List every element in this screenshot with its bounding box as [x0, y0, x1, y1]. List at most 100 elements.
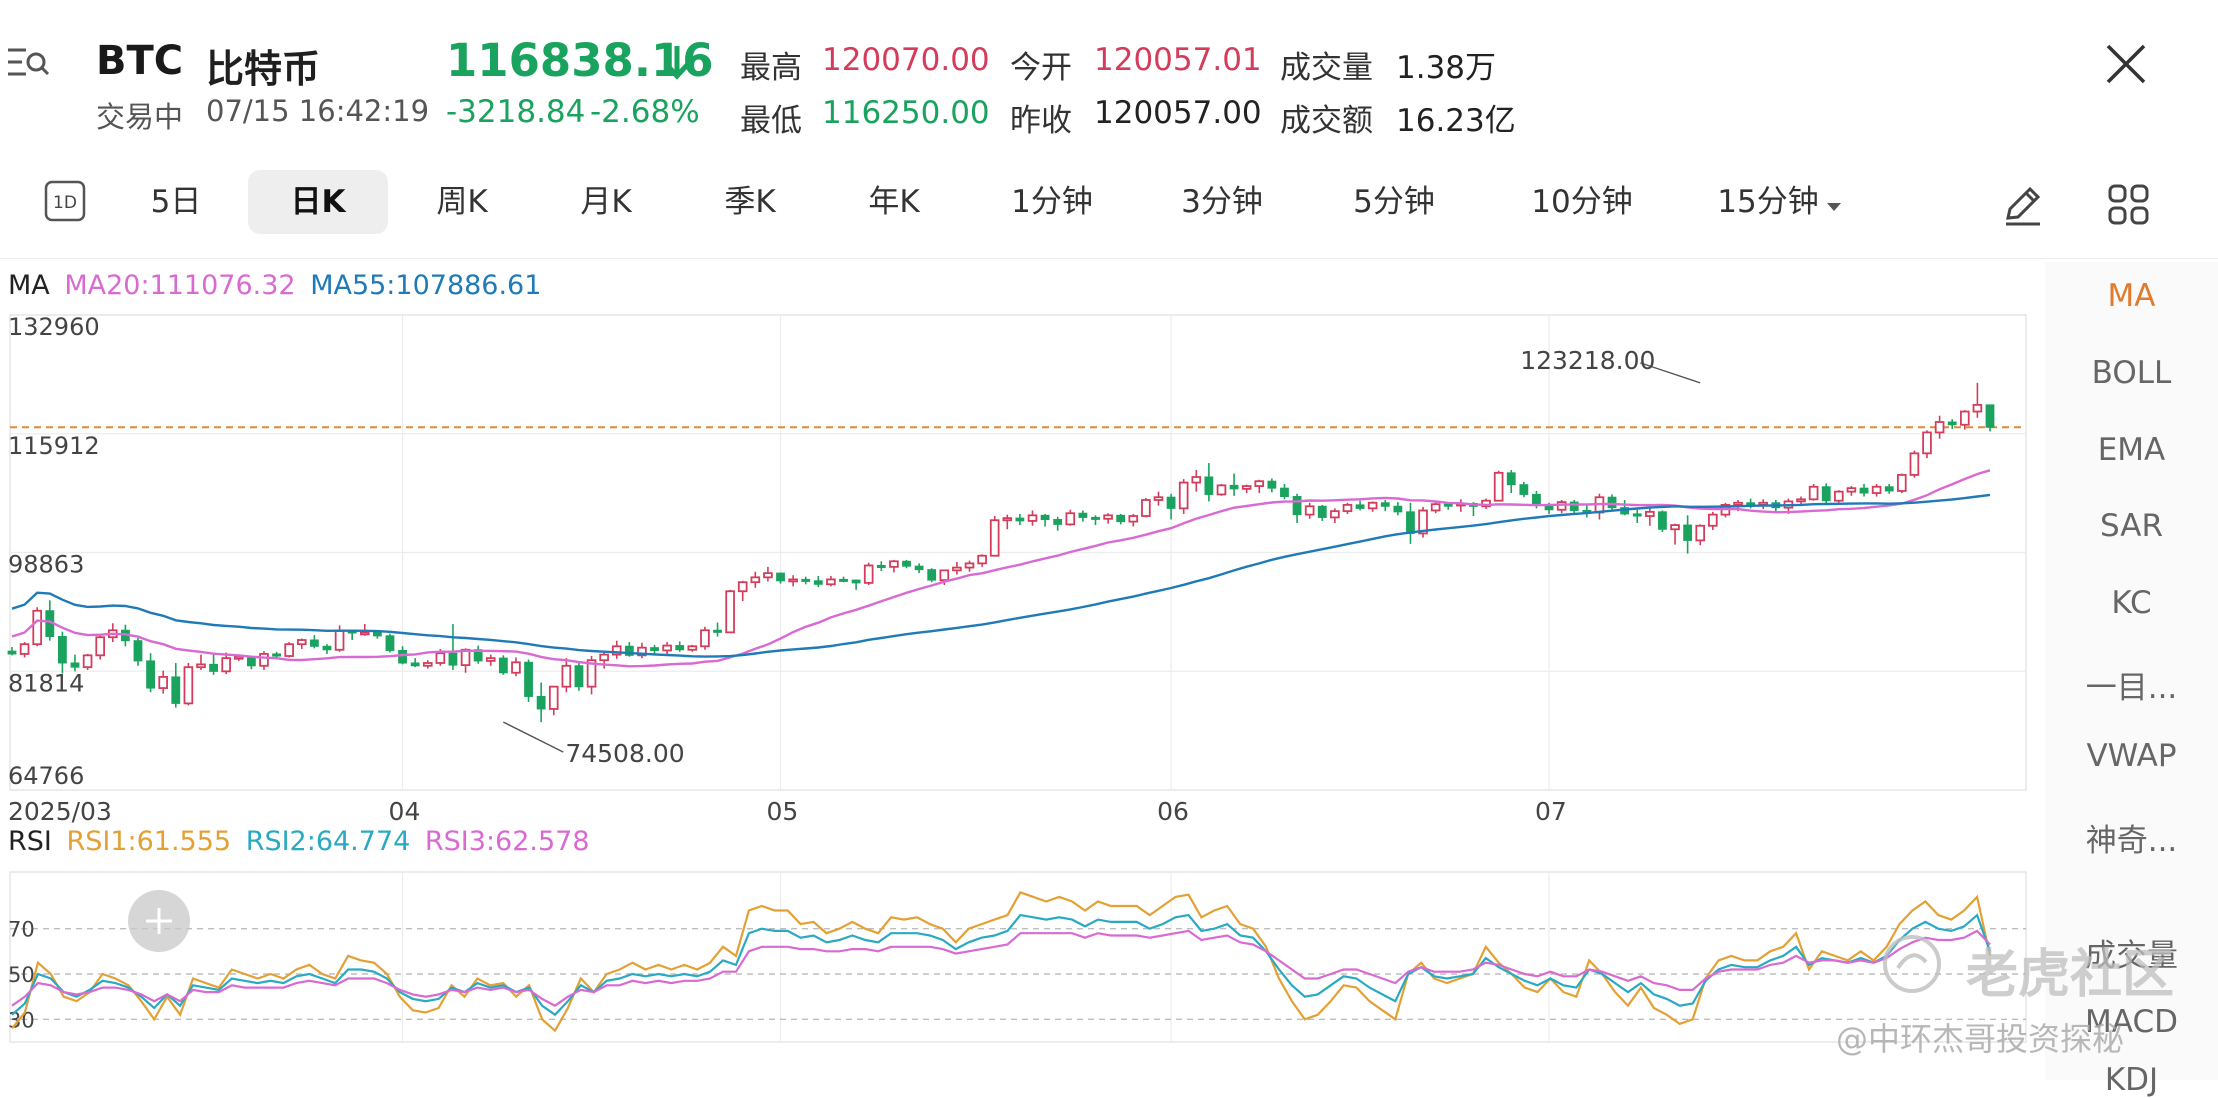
- candle-body: [650, 647, 659, 651]
- y-tick-label: 64766: [8, 762, 84, 790]
- candle-body: [1733, 501, 1743, 506]
- y-tick-label: 115912: [8, 432, 100, 460]
- candle-body: [1178, 481, 1189, 510]
- close-icon[interactable]: [2104, 42, 2148, 86]
- candle-body: [57, 636, 67, 664]
- candle-body: [1393, 505, 1403, 513]
- candle-body: [272, 653, 281, 657]
- indicator-ma[interactable]: MA: [2107, 278, 2156, 314]
- candle-body: [1380, 502, 1390, 507]
- tab-5min[interactable]: 5分钟: [1353, 184, 1435, 220]
- tab-daily[interactable]: 日K: [248, 170, 388, 234]
- rsi-chart[interactable]: 70 50 30: [0, 862, 2040, 1062]
- indicator-sidebar: MA BOLL EMA SAR KC 一目... VWAP 神奇... 成交量 …: [2045, 262, 2218, 1098]
- high-annotation: 123218.00: [1520, 346, 1655, 375]
- tab-3min[interactable]: 3分钟: [1181, 184, 1263, 220]
- candle-body: [700, 629, 710, 648]
- candle-body: [851, 579, 861, 584]
- candlestick-chart[interactable]: 132960 115912 98863 81814 64766 2025/03 04 05 06…: [0, 300, 2040, 840]
- candle-body: [750, 576, 761, 584]
- tab-quarterly[interactable]: 季K: [724, 184, 776, 220]
- candle-body: [737, 581, 748, 593]
- candle-body: [536, 695, 546, 710]
- candle-body: [813, 580, 823, 585]
- candle-body: [1116, 514, 1126, 523]
- candle-body: [1367, 501, 1378, 510]
- x-tick-label: 2025/03: [8, 797, 112, 826]
- candle-body: [296, 639, 307, 646]
- tab-monthly[interactable]: 月K: [580, 184, 632, 220]
- tab-5d[interactable]: 5日: [150, 184, 202, 220]
- indicator-kdj[interactable]: KDJ: [2104, 1062, 2159, 1098]
- watermark-logo-icon: [1880, 932, 1944, 996]
- tab-15min[interactable]: 15分钟: [1717, 184, 1819, 220]
- candle-body: [1128, 515, 1139, 523]
- y-tick-label: 98863: [8, 551, 84, 579]
- caret-down-icon[interactable]: [1826, 198, 1842, 211]
- x-tick-label: 04: [389, 797, 421, 826]
- candle-body: [1658, 511, 1667, 530]
- candle-body: [1091, 516, 1100, 520]
- candle-body: [876, 564, 886, 568]
- candle-body: [82, 654, 93, 669]
- candle-body: [19, 643, 30, 655]
- candle-body: [259, 653, 269, 667]
- candle-body: [309, 639, 319, 647]
- candle-body: [927, 569, 937, 581]
- candle-body: [637, 646, 647, 657]
- candle-body: [1002, 517, 1013, 522]
- grid-icon[interactable]: [2106, 182, 2152, 228]
- candle-body: [183, 666, 194, 705]
- period-1d-icon[interactable]: 1D: [44, 180, 86, 222]
- arrow-down-icon: [662, 44, 692, 80]
- candle-body: [1922, 431, 1932, 455]
- tab-yearly[interactable]: 年K: [868, 184, 920, 220]
- candle-body: [1141, 499, 1151, 517]
- candle-body: [826, 578, 836, 586]
- quote-datetime: 07/15 16:42:19: [206, 94, 430, 128]
- candle-body: [1796, 498, 1806, 503]
- indicator-sar[interactable]: SAR: [2100, 508, 2163, 544]
- candle-body: [952, 566, 962, 572]
- candle-body: [1040, 514, 1050, 521]
- candle-body: [485, 657, 496, 662]
- ma20-line: [11, 469, 1991, 668]
- menu-icon[interactable]: [6, 44, 50, 80]
- tab-weekly[interactable]: 周K: [436, 184, 488, 220]
- indicator-ichimoku[interactable]: 一目...: [2085, 670, 2178, 706]
- candle-body: [233, 655, 244, 660]
- indicator-vwap[interactable]: VWAP: [2086, 738, 2177, 774]
- indicator-kc[interactable]: KC: [2111, 585, 2152, 621]
- candle-body: [1909, 452, 1920, 476]
- candle-body: [687, 645, 698, 651]
- candle-body: [70, 662, 80, 668]
- period-1d-label: 1D: [53, 193, 77, 213]
- candle-body: [1355, 504, 1365, 509]
- candle-body: [776, 572, 785, 582]
- candle-body: [498, 657, 508, 674]
- candle-body: [1834, 490, 1844, 502]
- candle-body: [32, 609, 43, 646]
- candle-body: [1871, 485, 1882, 494]
- candle-body: [1241, 485, 1252, 490]
- add-button[interactable]: [128, 890, 190, 952]
- candle-body: [1418, 509, 1428, 535]
- watermark-author: @中环杰哥投资探秘: [1836, 1020, 2125, 1058]
- indicator-boll[interactable]: BOLL: [2091, 355, 2172, 391]
- y-tick-label: 81814: [8, 669, 84, 697]
- tab-1min[interactable]: 1分钟: [1011, 184, 1093, 220]
- pencil-icon[interactable]: [2000, 182, 2046, 228]
- ma-legend: MA MA20:111076.32 MA55:107886.61: [8, 270, 541, 301]
- tab-10min[interactable]: 10分钟: [1531, 184, 1633, 220]
- candle-body: [1897, 474, 1907, 492]
- candle-body: [511, 661, 521, 674]
- indicator-macd[interactable]: MACD: [2085, 1004, 2178, 1040]
- rsi1-line: [11, 891, 1992, 1033]
- indicator-magic[interactable]: 神奇...: [2085, 823, 2178, 859]
- candle-body: [839, 578, 848, 582]
- indicator-ema[interactable]: EMA: [2097, 432, 2166, 468]
- indicator-volume[interactable]: 成交量: [2085, 938, 2178, 974]
- candle-body: [1078, 512, 1088, 518]
- x-tick-label: 06: [1157, 797, 1189, 826]
- candle-body: [599, 653, 609, 662]
